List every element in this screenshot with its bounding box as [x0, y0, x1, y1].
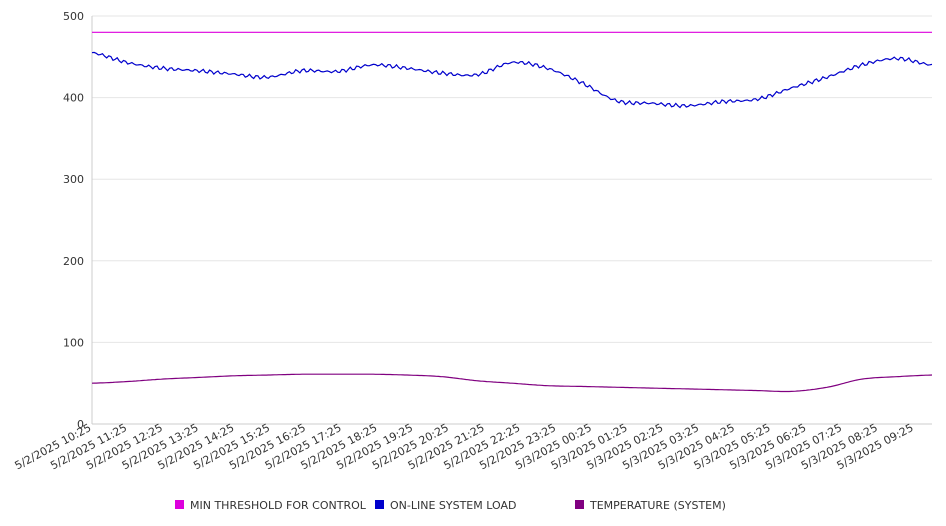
y-tick-label: 200 — [63, 255, 84, 268]
y-tick-label: 0 — [77, 418, 84, 431]
axes — [91, 16, 932, 425]
grid-lines — [92, 15, 932, 343]
legend-label: MIN THRESHOLD FOR CONTROL — [190, 499, 367, 512]
series-lines — [91, 31, 933, 393]
x-tick-labels: 5/2/2025 10:255/2/2025 11:255/2/2025 12:… — [13, 421, 916, 472]
y-tick-label: 400 — [63, 92, 84, 105]
y-tick-label: 500 — [63, 10, 84, 23]
legend: MIN THRESHOLD FOR CONTROL ON-LINE SYSTEM … — [175, 499, 726, 512]
legend-label: ON-LINE SYSTEM LOAD — [390, 499, 516, 512]
legend-swatch — [375, 500, 384, 509]
y-tick-label: 300 — [63, 173, 84, 186]
legend-swatch — [575, 500, 584, 509]
y-tick-label: 100 — [63, 336, 84, 349]
legend-swatch — [175, 500, 184, 509]
series-line-2 — [91, 373, 933, 393]
legend-label: TEMPERATURE (SYSTEM) — [589, 499, 726, 512]
series-line-1 — [91, 51, 933, 109]
y-tick-labels: 0 100 200 300 400 500 — [63, 10, 84, 431]
